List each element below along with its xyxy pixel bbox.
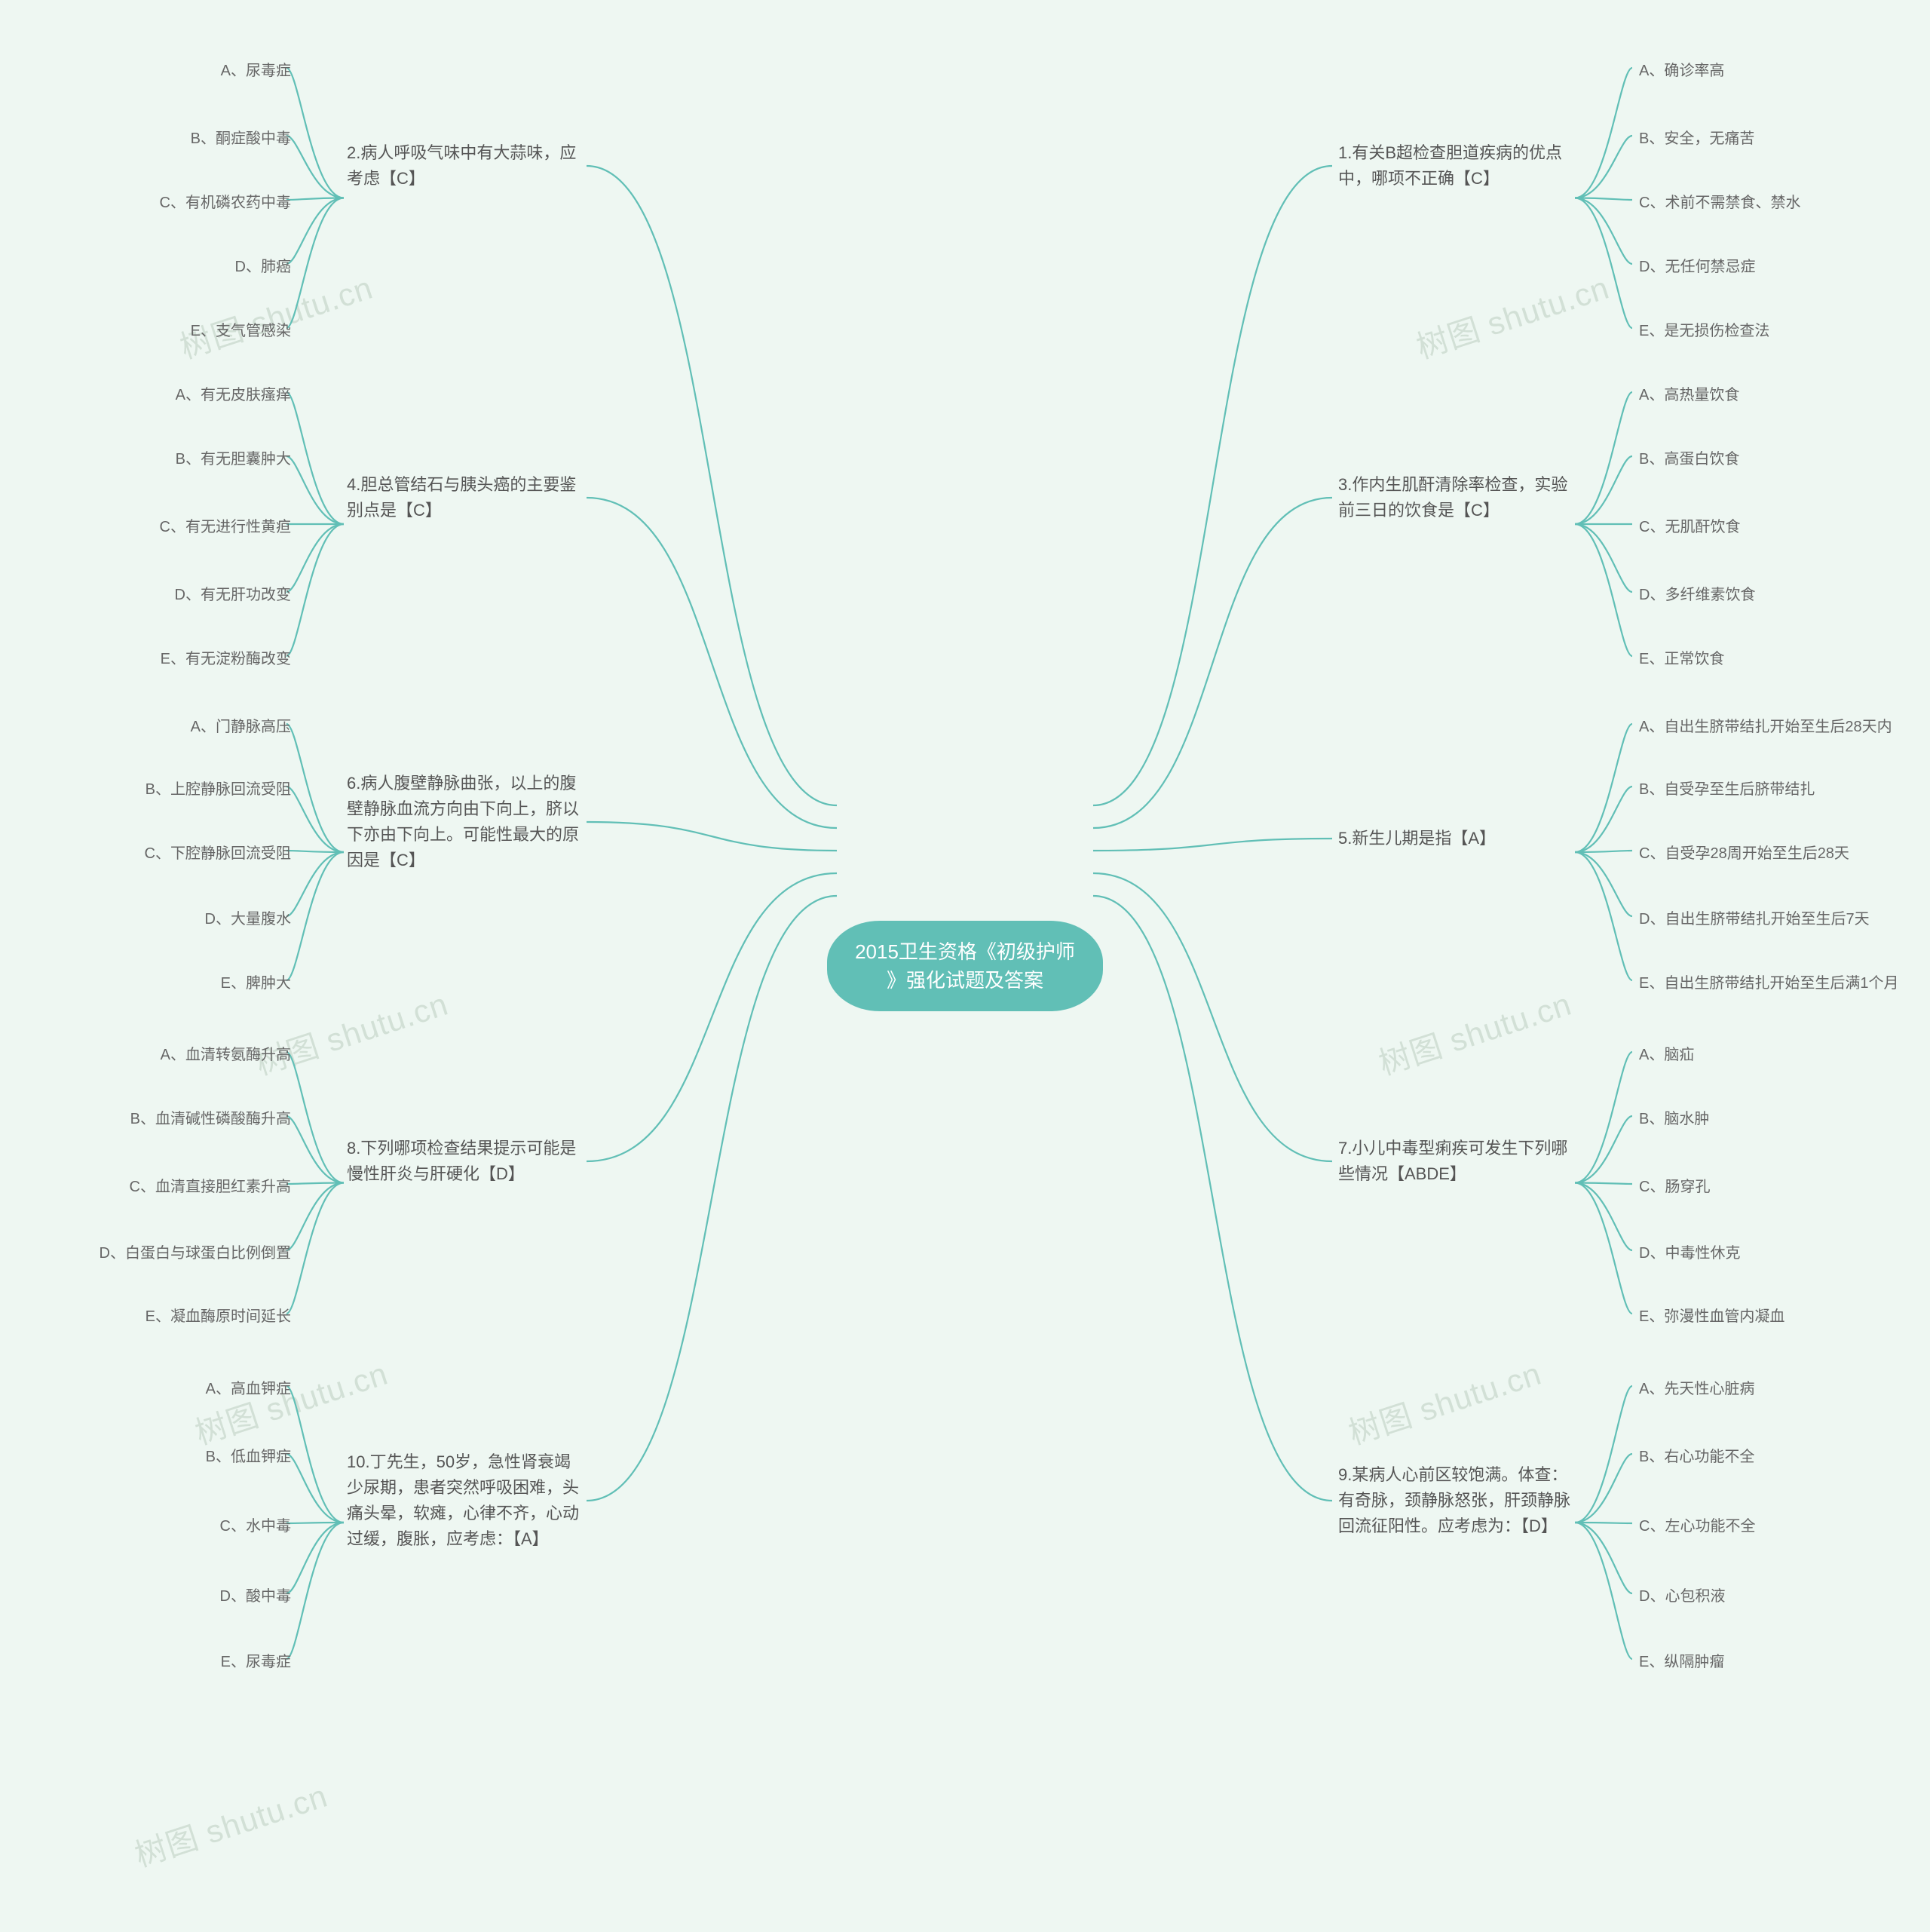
left-question: 2.病人呼吸气味中有大蒜味，应考虑【C】 (347, 140, 581, 192)
option: D、肺癌 (235, 254, 291, 276)
option: D、中毒性休克 (1639, 1240, 1740, 1262)
option: B、酮症酸中毒 (191, 126, 291, 148)
option: C、有机磷农药中毒 (160, 190, 291, 212)
edge-layer (0, 0, 1930, 1932)
option: D、心包积液 (1639, 1584, 1725, 1605)
edge (1575, 1116, 1632, 1183)
edge (587, 498, 837, 828)
option: C、肠穿孔 (1639, 1174, 1710, 1196)
edge (1093, 896, 1332, 1501)
option: E、纵隔肿瘤 (1639, 1649, 1724, 1671)
edge (1093, 498, 1332, 828)
right-question: 9.某病人心前区较饱满。体查：有奇脉，颈静脉怒张，肝颈静脉回流征阳性。应考虑为：… (1338, 1462, 1572, 1539)
option: D、多纤维素饮食 (1639, 582, 1755, 604)
edge (286, 1454, 344, 1523)
option: D、大量腹水 (205, 906, 291, 928)
edge (1093, 166, 1332, 805)
option: E、自出生脐带结扎开始至生后满1个月 (1639, 971, 1898, 992)
edge (1575, 787, 1632, 852)
edge (1575, 198, 1632, 265)
edge (286, 456, 344, 524)
option: A、有无皮肤瘙痒 (176, 382, 291, 404)
edge (1575, 1523, 1632, 1659)
edge (286, 392, 344, 524)
option: D、酸中毒 (220, 1584, 291, 1605)
edge (1575, 524, 1632, 656)
edge (1575, 392, 1632, 524)
option: C、下腔静脉回流受阻 (145, 841, 291, 863)
option: C、有无进行性黄疸 (160, 514, 291, 536)
option: B、低血钾症 (206, 1444, 291, 1466)
option: D、无任何禁忌症 (1639, 254, 1755, 276)
edge (1575, 456, 1632, 524)
edge (286, 136, 344, 198)
option: C、左心功能不全 (1639, 1513, 1755, 1535)
edge (286, 1523, 344, 1659)
option: A、确诊率高 (1639, 58, 1724, 80)
option: C、血清直接胆红素升高 (130, 1174, 291, 1196)
right-question: 3.作内生肌酐清除率检查，实验前三日的饮食是【C】 (1338, 472, 1572, 523)
edge (286, 787, 344, 852)
option: E、尿毒症 (221, 1649, 291, 1671)
edge (1093, 839, 1332, 851)
option: E、是无损伤检查法 (1639, 318, 1769, 340)
option: A、尿毒症 (221, 58, 291, 80)
edge (1575, 1183, 1632, 1314)
edge (1575, 852, 1632, 916)
option: B、右心功能不全 (1639, 1444, 1754, 1466)
edge (286, 852, 344, 916)
option: A、先天性心脏病 (1639, 1376, 1754, 1398)
option: E、正常饮食 (1639, 646, 1724, 668)
edge (1093, 873, 1332, 1161)
edge (1575, 524, 1632, 592)
option: B、自受孕至生后脐带结扎 (1639, 777, 1815, 799)
right-question: 5.新生儿期是指【A】 (1338, 826, 1572, 851)
option: E、脾肿大 (221, 971, 291, 992)
option: D、自出生脐带结扎开始至生后7天 (1639, 906, 1870, 928)
edge (1575, 136, 1632, 198)
option: B、脑水肿 (1639, 1106, 1709, 1128)
left-question: 4.胆总管结石与胰头癌的主要鉴别点是【C】 (347, 472, 581, 523)
edge (1575, 1183, 1632, 1251)
option: E、弥漫性血管内凝血 (1639, 1304, 1784, 1326)
edge (286, 524, 344, 592)
option: B、高蛋白饮食 (1639, 446, 1739, 468)
option: B、上腔静脉回流受阻 (146, 777, 291, 799)
option: A、高热量饮食 (1639, 382, 1739, 404)
left-question: 10.丁先生，50岁，急性肾衰竭少尿期，患者突然呼吸困难，头痛头晕，软瘫，心律不… (347, 1449, 581, 1552)
edge (286, 198, 344, 265)
option: E、凝血酶原时间延长 (146, 1304, 291, 1326)
option: D、有无肝功改变 (175, 582, 291, 604)
option: D、白蛋白与球蛋白比例倒置 (100, 1240, 291, 1262)
option: C、术前不需禁食、禁水 (1639, 190, 1800, 212)
edge (587, 822, 837, 851)
option: A、自出生脐带结扎开始至生后28天内 (1639, 714, 1892, 736)
edge (1575, 1523, 1632, 1593)
edge (286, 1183, 344, 1314)
option: A、高血钾症 (206, 1376, 291, 1398)
edge (286, 1183, 344, 1251)
option: B、安全，无痛苦 (1639, 126, 1754, 148)
option: A、脑疝 (1639, 1042, 1694, 1064)
edge (286, 1523, 344, 1593)
option: E、支气管感染 (191, 318, 291, 340)
left-question: 8.下列哪项检查结果提示可能是慢性肝炎与肝硬化【D】 (347, 1136, 581, 1187)
right-question: 1.有关B超检查胆道疾病的优点中，哪项不正确【C】 (1338, 140, 1572, 192)
edge (587, 896, 837, 1501)
edge (1575, 1454, 1632, 1523)
option: B、有无胆囊肿大 (176, 446, 291, 468)
option: C、无肌酐饮食 (1639, 514, 1740, 536)
option: A、门静脉高压 (191, 714, 291, 736)
option: B、血清碱性磷酸酶升高 (130, 1106, 291, 1128)
edge (587, 166, 837, 805)
left-question: 6.病人腹壁静脉曲张，以上的腹壁静脉血流方向由下向上，脐以下亦由下向上。可能性最… (347, 771, 581, 873)
option: C、自受孕28周开始至生后28天 (1639, 841, 1849, 863)
right-question: 7.小儿中毒型痢疾可发生下列哪些情况【ABDE】 (1338, 1136, 1572, 1187)
edge (286, 524, 344, 656)
option: A、血清转氨酶升高 (161, 1042, 291, 1064)
option: C、水中毒 (220, 1513, 291, 1535)
edge (587, 873, 837, 1161)
option: E、有无淀粉酶改变 (161, 646, 291, 668)
edge (286, 1116, 344, 1183)
